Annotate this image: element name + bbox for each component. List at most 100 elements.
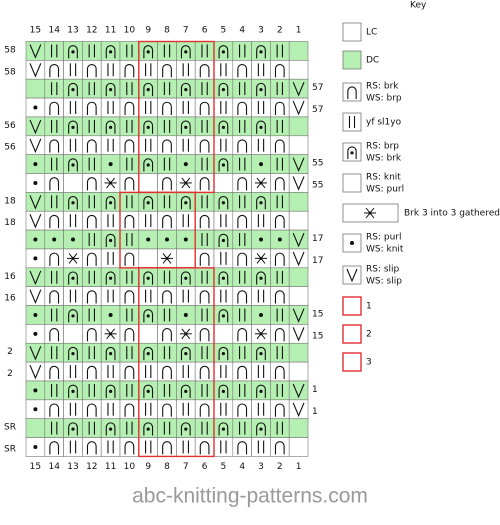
column-number: 8 <box>164 462 170 472</box>
arch-symbol <box>218 82 229 97</box>
chart-cell <box>288 286 309 306</box>
chart-cell <box>232 229 252 250</box>
row-label: 1 <box>312 407 318 417</box>
chart-cell <box>270 97 290 118</box>
arch-symbol <box>180 45 191 59</box>
purl-dot <box>33 331 38 336</box>
row-label: 16 <box>4 294 16 304</box>
chart-cell <box>63 399 83 419</box>
key-label: yf sl1yo <box>366 118 402 128</box>
chart-cell <box>288 361 309 382</box>
arch-symbol <box>256 271 266 285</box>
arch-symbol <box>124 101 135 115</box>
chart-cell <box>119 399 140 419</box>
chart-cell <box>194 305 215 325</box>
arch-symbol <box>124 177 135 191</box>
key-label: WS: knit <box>366 245 404 255</box>
chart-cell <box>213 399 234 419</box>
chart-cell <box>157 380 177 401</box>
arch-symbol <box>68 346 78 361</box>
dot-symbol <box>109 238 113 243</box>
chart-cell <box>288 342 309 363</box>
key-label: RS: knit <box>366 173 401 183</box>
purl-dot <box>33 388 38 393</box>
key-label: RS: slip <box>366 265 400 275</box>
chart-cell <box>176 361 196 382</box>
chart-cell <box>157 324 177 344</box>
chart-cell <box>194 173 215 193</box>
arch-symbol <box>105 233 116 247</box>
arch-symbol <box>105 384 116 398</box>
chart-cell <box>176 97 196 118</box>
purl-dot <box>108 162 113 167</box>
purl-dot <box>146 237 151 242</box>
v-symbol <box>29 214 42 229</box>
gather-center <box>71 256 75 260</box>
watermark: abc-knitting-patterns.com <box>132 485 368 508</box>
gather-center <box>109 332 113 336</box>
chart-cell <box>194 286 215 306</box>
arch-symbol <box>86 63 97 78</box>
chart-cell <box>63 97 83 118</box>
column-number: 5 <box>221 462 227 472</box>
arch-symbol <box>218 271 229 285</box>
chart-cell <box>82 399 102 419</box>
key-label: WS: brp <box>366 94 402 104</box>
chart-cell <box>251 210 271 231</box>
dot-symbol <box>71 87 75 92</box>
arch-symbol <box>274 290 285 304</box>
v-symbol <box>292 383 305 399</box>
chart-cell <box>251 135 271 155</box>
arch-symbol <box>237 290 248 304</box>
arch-symbol <box>124 290 135 304</box>
arch-symbol <box>199 252 210 266</box>
arch-symbol <box>68 384 78 398</box>
column-number: 10 <box>124 26 136 36</box>
dot-symbol <box>109 389 113 393</box>
purl-dot <box>33 105 38 110</box>
chart-cell <box>213 248 234 269</box>
arch-symbol <box>199 101 210 115</box>
chart-cell <box>251 97 271 118</box>
arch-symbol <box>180 196 191 210</box>
chart-cell <box>232 116 252 137</box>
arch-symbol <box>124 139 135 153</box>
purl-dot <box>350 241 354 245</box>
arch-symbol <box>256 45 266 59</box>
arch-symbol <box>274 214 285 229</box>
gather-center <box>259 181 263 185</box>
chart-cell <box>213 437 234 457</box>
arch-symbol <box>124 365 135 379</box>
chart-cell <box>288 116 309 137</box>
chart-cell <box>270 173 290 193</box>
chart-cell <box>270 399 290 419</box>
row-label: 57 <box>312 105 323 115</box>
dot-symbol <box>259 352 263 356</box>
arch-symbol <box>180 384 191 398</box>
arch-symbol <box>143 196 154 210</box>
chart-cell <box>119 342 140 363</box>
row-label: 56 <box>4 121 16 131</box>
dot-symbol <box>221 163 225 167</box>
purl-dot <box>183 162 188 167</box>
column-number: 4 <box>239 26 245 36</box>
purl-dot <box>33 237 38 242</box>
arch-symbol <box>49 101 60 115</box>
column-number: 11 <box>105 462 116 472</box>
chart-cell <box>63 60 83 80</box>
chart-cell <box>63 210 83 231</box>
arch-symbol <box>218 196 229 210</box>
chart-cell <box>119 41 140 61</box>
chart-cell <box>82 97 102 118</box>
chart-cell <box>82 361 102 382</box>
chart-cell <box>232 305 252 325</box>
arch-symbol <box>143 271 154 285</box>
arch-symbol <box>180 271 191 285</box>
column-number: 1 <box>296 26 302 36</box>
purl-dot <box>259 312 263 317</box>
arch-symbol <box>86 328 97 342</box>
dot-symbol <box>109 125 113 129</box>
v-symbol <box>292 157 305 172</box>
purl-dot <box>183 312 188 317</box>
dot-symbol <box>259 389 263 393</box>
